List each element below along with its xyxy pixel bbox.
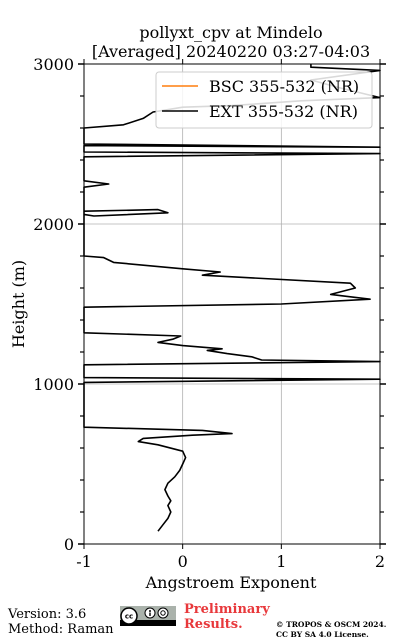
y-tick-label: 1000 bbox=[33, 375, 74, 394]
angstroem-profile-chart: pollyxt_cpv at Mindelo[Averaged] 2024022… bbox=[9, 23, 386, 592]
plot-frame bbox=[83, 63, 381, 545]
copyright-line-1: © TROPOS & OSCM 2024. bbox=[276, 620, 387, 629]
chart-title-line: pollyxt_cpv at Mindelo bbox=[139, 23, 322, 42]
legend-label: EXT 355-532 (NR) bbox=[209, 102, 358, 121]
series-line-ext bbox=[83, 64, 381, 532]
preliminary-line-2: Results. bbox=[184, 617, 243, 632]
legend-label: BSC 355-532 (NR) bbox=[209, 77, 359, 96]
y-tick-label: 0 bbox=[64, 535, 74, 554]
preliminary-results-note: Preliminary Results. bbox=[184, 602, 270, 632]
x-axis-label: Angstroem Exponent bbox=[145, 573, 317, 592]
chart-title-line: [Averaged] 20240220 03:27-04:03 bbox=[92, 42, 370, 61]
version-label: Version: 3.6 bbox=[8, 607, 87, 622]
x-tick-label: 1 bbox=[276, 552, 286, 571]
x-tick-label: -1 bbox=[76, 552, 92, 571]
x-tick-label: 2 bbox=[375, 552, 385, 571]
copyright-note: © TROPOS & OSCM 2024. CC BY SA 4.0 Licen… bbox=[276, 620, 386, 640]
method-label: Method: Raman bbox=[8, 622, 114, 637]
cc-by-sa-icon: cc bbox=[120, 606, 176, 626]
y-axis-label: Height (m) bbox=[9, 260, 28, 348]
y-tick-label: 2000 bbox=[33, 215, 74, 234]
preliminary-line-1: Preliminary bbox=[184, 602, 270, 617]
x-tick-label: 0 bbox=[178, 552, 188, 571]
svg-text:cc: cc bbox=[125, 613, 133, 621]
legend-box bbox=[155, 71, 373, 129]
y-tick-label: 3000 bbox=[33, 55, 74, 74]
copyright-line-2: CC BY SA 4.0 License. bbox=[276, 630, 369, 639]
